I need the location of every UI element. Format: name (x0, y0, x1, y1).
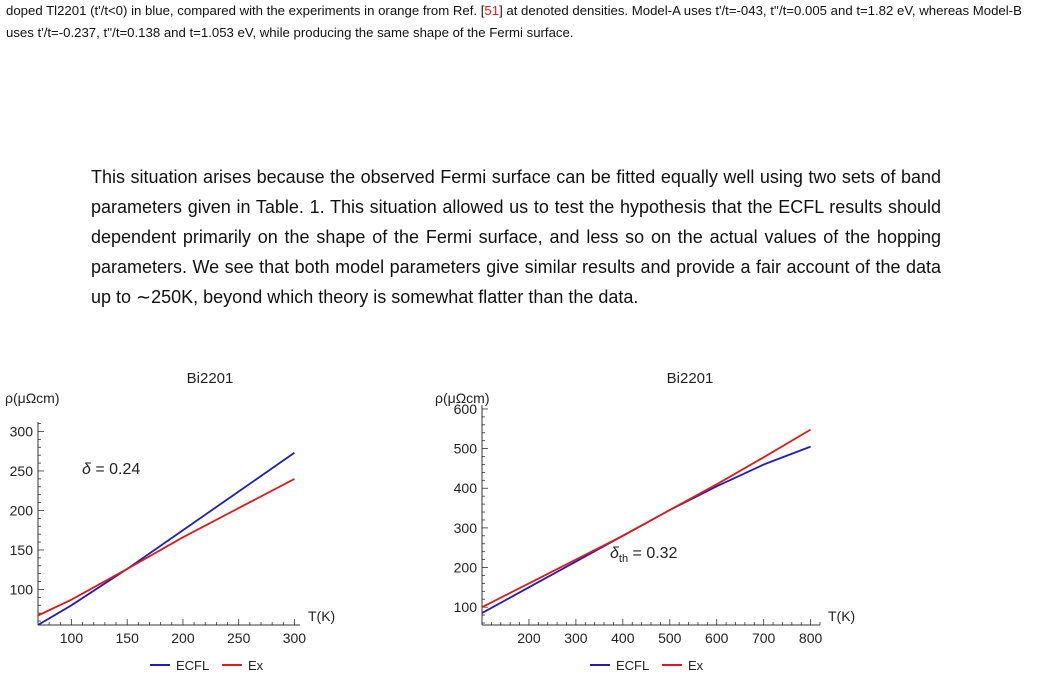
annotation-subscript: th (619, 553, 628, 565)
series-line-ecfl (481, 445, 811, 614)
x-tick-label: 250 (227, 630, 251, 646)
x-tick-label: 200 (171, 630, 195, 646)
annotation-value: = 0.24 (91, 461, 140, 478)
y-tick-label: 100 (454, 599, 478, 615)
y-tick-label: 600 (454, 401, 478, 417)
body-paragraph: This situation arises because the observ… (91, 162, 941, 312)
citation-link[interactable]: 51 (484, 3, 500, 18)
y-tick-label: 400 (454, 480, 478, 496)
x-tick-label: 150 (116, 630, 140, 646)
y-axis-label: ρ(μΩcm) (5, 390, 59, 406)
x-tick-label: 700 (752, 630, 776, 646)
y-tick-label: 200 (454, 560, 478, 576)
chart-title: Bi2201 (187, 370, 234, 387)
series-line-ex (37, 478, 295, 617)
x-tick-label: 400 (611, 630, 635, 646)
x-tick-label: 200 (517, 630, 541, 646)
annotation-value: = 0.32 (628, 545, 677, 562)
density-annotation: δ = 0.24 (82, 461, 140, 478)
y-tick-label: 300 (454, 520, 478, 536)
legend-label-ecfl: ECFL (616, 658, 649, 673)
y-axis-label: ρ(μΩcm) (435, 390, 489, 406)
y-tick-label: 250 (10, 463, 34, 479)
x-axis-label: T(K) (308, 608, 335, 624)
paragraph-text: This situation arises because the observ… (91, 167, 941, 307)
y-tick-label: 500 (454, 441, 478, 457)
x-axis-label: T(K) (828, 608, 855, 624)
y-tick-label: 200 (10, 502, 34, 518)
density-annotation: δth = 0.32 (610, 545, 678, 565)
x-tick-label: 300 (283, 630, 307, 646)
x-tick-label: 300 (564, 630, 588, 646)
legend-label-ecfl: ECFL (176, 658, 209, 673)
y-tick-label: 100 (10, 581, 34, 597)
resistivity-chart-right: Bi2201 ρ(μΩcm) 200 300 400 500 600 700 800 T(K) 10… (435, 370, 855, 673)
figure-caption: doped Tl2201 (t'/t<0) in blue, compared … (6, 0, 1036, 44)
legend-label-ex: Ex (248, 658, 264, 673)
x-tick-label: 100 (60, 630, 84, 646)
chart-title: Bi2201 (667, 370, 714, 387)
y-tick-label: 150 (10, 542, 34, 558)
caption-text-2: ] at denoted densities. Model-A uses t'/… (6, 3, 1022, 40)
annotation-symbol: δ (82, 461, 92, 478)
x-tick-label: 800 (799, 630, 823, 646)
x-tick-label: 600 (705, 630, 729, 646)
x-tick-label: 500 (658, 630, 682, 646)
y-tick-label: 300 (10, 423, 34, 439)
annotation-symbol: δ (610, 545, 620, 562)
caption-text-1: doped Tl2201 (t'/t<0) in blue, compared … (6, 3, 485, 18)
legend-label-ex: Ex (688, 658, 704, 673)
series-line-ex (481, 428, 812, 609)
series-line-ecfl (37, 452, 295, 626)
